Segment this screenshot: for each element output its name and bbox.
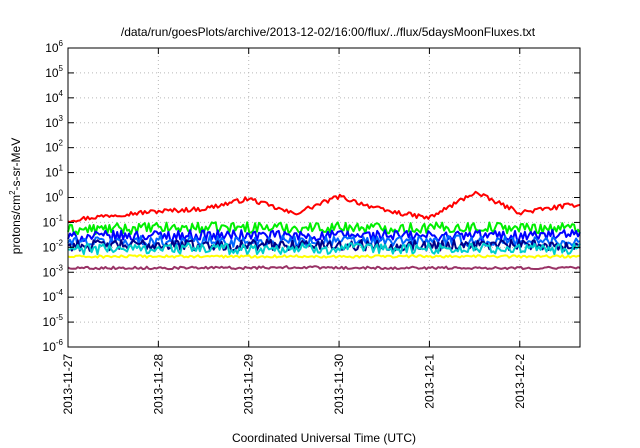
x-tick-label: 2013-11-28: [151, 354, 165, 415]
x-tick-label: 2013-12-2: [513, 354, 527, 409]
x-tick-label: 2013-12-1: [422, 354, 436, 409]
y-tick-label: 10-6: [43, 338, 64, 354]
x-tick-label: 2013-11-30: [332, 354, 346, 415]
y-axis-title-suffix: -s-sr-MeV: [9, 138, 23, 191]
y-tick-label: 104: [45, 89, 63, 105]
tick-marks: [67, 47, 580, 348]
series-line: [67, 254, 580, 259]
chart-title: /data/run/goesPlots/archive/2013-12-02/1…: [121, 25, 536, 39]
series-line: [67, 242, 581, 256]
series-line: [67, 238, 581, 252]
y-tick-label: 106: [45, 39, 63, 55]
series-layer: [67, 190, 581, 271]
y-tick-label: 10-1: [43, 213, 64, 229]
series-line: [67, 229, 581, 244]
series-line: [67, 221, 581, 236]
x-tick-label: 2013-11-29: [242, 354, 256, 415]
y-tick-labels: 10-6 10-5 10-4 10-3 10-2 10-1 100 101 102 103 104 1…: [43, 39, 64, 354]
y-tick-label: 10-2: [43, 238, 64, 254]
y-tick-label: 10-4: [43, 288, 64, 304]
y-tick-label: 103: [45, 114, 63, 130]
y-tick-label: 102: [45, 139, 63, 155]
series-line: [67, 190, 581, 224]
x-tick-labels: 2013-11-27 2013-11-28 2013-11-29 2013-11-30…: [61, 354, 527, 415]
y-axis-title: protons/cm2-s-sr-MeV: [8, 138, 23, 254]
y-tick-label: 10-3: [43, 263, 64, 279]
x-tick-label: 2013-11-27: [61, 354, 75, 415]
y-tick-label: 10-5: [43, 313, 64, 329]
y-axis-title-sup: 2: [8, 190, 17, 195]
series-line: [67, 265, 581, 271]
x-axis-title: Coordinated Universal Time (UTC): [232, 431, 416, 445]
grid: [68, 48, 580, 347]
y-tick-label: 100: [45, 189, 63, 205]
y-tick-label: 101: [45, 164, 63, 180]
y-axis-title-prefix: protons/cm: [9, 195, 23, 254]
y-tick-label: 105: [45, 64, 63, 80]
